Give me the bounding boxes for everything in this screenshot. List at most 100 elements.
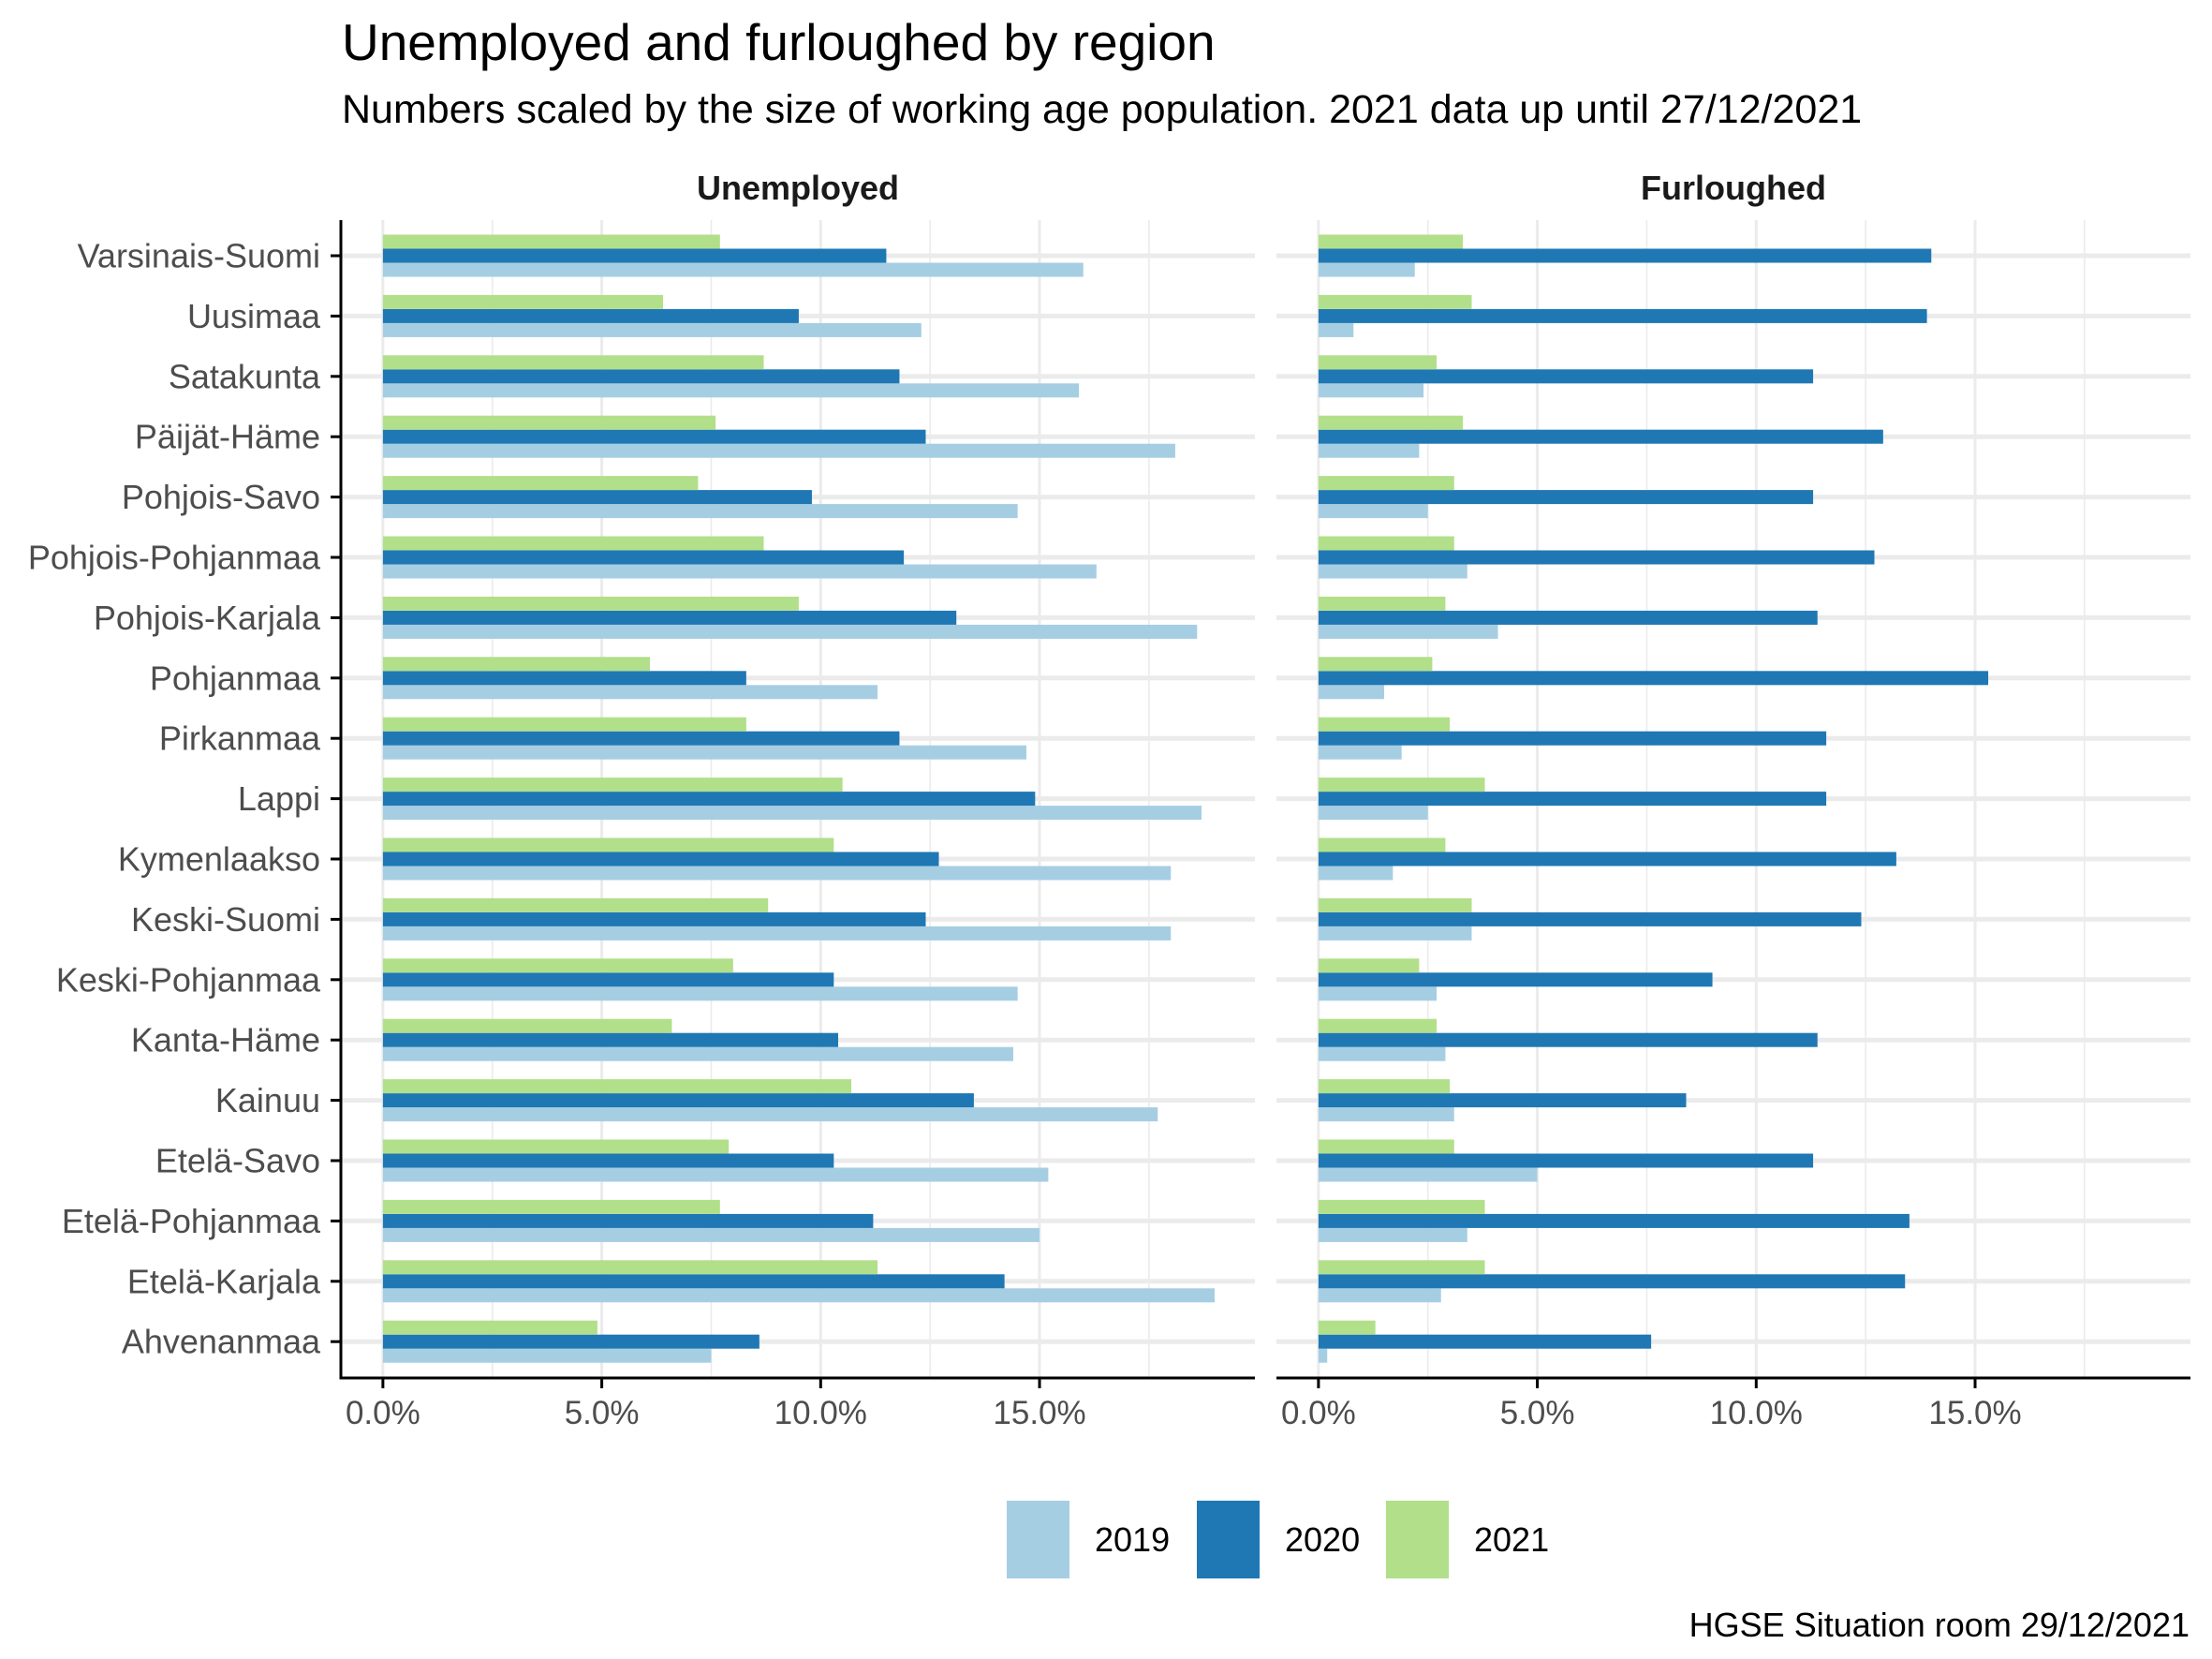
bar-2019-Ahvenanmaa	[1318, 1348, 1328, 1363]
y-tick-label: Kainuu	[215, 1081, 320, 1119]
bar-2019-Päijät-Häme	[382, 443, 1175, 458]
bar-2021-Etelä-Savo	[382, 1139, 730, 1154]
bar-2019-Varsinais-Suomi	[382, 262, 1084, 277]
legend-key	[1386, 1501, 1449, 1578]
y-tick-label: Etelä-Savo	[155, 1142, 320, 1180]
bar-2019-Kainuu	[1318, 1107, 1454, 1122]
panels: Unemployed 0.0% 5.0% 10.0% 15.0% Varsinais-Su…	[28, 169, 2190, 1431]
bar-2021-Päijät-Häme	[1318, 415, 1464, 430]
bar-2021-Ahvenanmaa	[382, 1320, 597, 1335]
bar-2021-Pohjois-Karjala	[1318, 596, 1446, 611]
bar-2020-Satakunta	[1318, 369, 1814, 384]
x-tick-label: 5.0%	[1500, 1395, 1575, 1431]
bar-2021-Kanta-Häme	[382, 1018, 672, 1033]
bar-2019-Lappi	[382, 806, 1202, 821]
bar-2020-Kymenlaakso	[1318, 852, 1896, 867]
bar-2021-Etelä-Pohjanmaa	[1318, 1199, 1485, 1214]
bar-2019-Ahvenanmaa	[382, 1348, 712, 1363]
y-tick-label: Pohjanmaa	[150, 659, 321, 697]
bar-2020-Keski-Suomi	[1318, 911, 1862, 926]
bar-2020-Etelä-Savo	[1318, 1153, 1814, 1168]
bar-2019-Kymenlaakso	[382, 866, 1172, 881]
y-tick-label: Keski-Pohjanmaa	[56, 960, 321, 999]
y-tick-label: Kanta-Häme	[131, 1021, 320, 1059]
y-tick-label: Ahvenanmaa	[122, 1323, 321, 1361]
bar-2021-Lappi	[1318, 778, 1485, 792]
bar-2020-Kanta-Häme	[382, 1032, 839, 1047]
bar-2020-Pohjois-Pohjanmaa	[382, 550, 905, 565]
bar-2021-Etelä-Savo	[1318, 1139, 1454, 1154]
bar-2021-Varsinais-Suomi	[382, 234, 720, 249]
bar-2019-Etelä-Karjala	[1318, 1288, 1441, 1303]
bar-2019-Etelä-Pohjanmaa	[382, 1227, 1040, 1242]
y-tick-label: Päijät-Häme	[135, 418, 320, 456]
bar-2021-Ahvenanmaa	[1318, 1320, 1376, 1335]
legend-label: 2021	[1474, 1520, 1549, 1559]
bar-2019-Kymenlaakso	[1318, 866, 1394, 881]
bar-2019-Pohjois-Savo	[382, 504, 1018, 519]
bar-2021-Pirkanmaa	[1318, 717, 1451, 732]
bar-2020-Pohjanmaa	[382, 671, 746, 686]
bar-2019-Keski-Suomi	[1318, 926, 1472, 941]
bar-2021-Keski-Pohjanmaa	[382, 958, 733, 973]
bar-2019-Uusimaa	[1318, 322, 1354, 337]
y-tick-label: Pohjois-Pohjanmaa	[28, 539, 321, 577]
bar-2019-Pohjois-Pohjanmaa	[1318, 564, 1467, 579]
bar-2020-Etelä-Savo	[382, 1153, 834, 1168]
bar-2020-Lappi	[382, 792, 1036, 807]
x-tick-label: 15.0%	[1928, 1395, 2021, 1431]
bar-2021-Pohjois-Karjala	[382, 596, 799, 611]
bar-2020-Kymenlaakso	[382, 852, 939, 867]
bar-2020-Pohjois-Savo	[1318, 490, 1814, 505]
bar-2019-Pohjanmaa	[382, 685, 878, 700]
bar-2019-Kainuu	[382, 1107, 1158, 1122]
bar-2021-Kainuu	[1318, 1079, 1451, 1094]
y-tick-label: Pohjois-Karjala	[94, 599, 321, 637]
bar-2021-Pirkanmaa	[382, 717, 746, 732]
bar-2020-Päijät-Häme	[382, 429, 926, 444]
bar-2020-Keski-Pohjanmaa	[382, 972, 834, 987]
bar-2021-Pohjois-Savo	[1318, 476, 1454, 491]
bar-2019-Satakunta	[1318, 383, 1424, 398]
bar-2019-Lappi	[1318, 806, 1428, 821]
legend-item-2019: 2019	[1007, 1501, 1170, 1578]
bar-2021-Etelä-Karjala	[382, 1260, 878, 1275]
bar-2019-Pohjois-Pohjanmaa	[382, 564, 1097, 579]
x-tick-label: 15.0%	[993, 1395, 1085, 1431]
bar-2019-Pohjois-Karjala	[1318, 624, 1498, 639]
bar-2021-Satakunta	[382, 355, 764, 370]
bar-2021-Pohjanmaa	[1318, 657, 1433, 672]
bar-2019-Pirkanmaa	[1318, 745, 1402, 760]
bar-2020-Etelä-Karjala	[382, 1274, 1005, 1289]
bar-2021-Pohjois-Pohjanmaa	[382, 536, 764, 551]
legend-label: 2020	[1285, 1520, 1360, 1559]
bar-2020-Etelä-Pohjanmaa	[1318, 1213, 1910, 1228]
bar-2021-Uusimaa	[382, 294, 664, 309]
bar-2020-Uusimaa	[382, 308, 799, 323]
bar-2020-Pirkanmaa	[1318, 731, 1827, 746]
bar-2021-Päijät-Häme	[382, 415, 716, 430]
bar-2020-Varsinais-Suomi	[382, 248, 887, 263]
bar-2019-Satakunta	[382, 383, 1080, 398]
bar-2020-Etelä-Karjala	[1318, 1274, 1906, 1289]
bar-2021-Etelä-Karjala	[1318, 1260, 1485, 1275]
y-tick-label: Pohjois-Savo	[122, 478, 320, 516]
legend-item-2021: 2021	[1386, 1501, 1549, 1578]
bar-2021-Uusimaa	[1318, 294, 1472, 309]
bar-2020-Päijät-Häme	[1318, 429, 1883, 444]
bar-2020-Pirkanmaa	[382, 731, 900, 746]
y-tick-label: Etelä-Pohjanmaa	[62, 1202, 321, 1240]
panel-strip-label: Furloughed	[1641, 169, 1826, 207]
bar-2019-Kanta-Häme	[382, 1046, 1013, 1061]
y-tick-label: Keski-Suomi	[131, 900, 320, 939]
bar-2019-Kanta-Häme	[1318, 1046, 1446, 1061]
bar-2020-Lappi	[1318, 792, 1827, 807]
bar-2020-Pohjanmaa	[1318, 671, 1989, 686]
bar-2021-Kymenlaakso	[382, 837, 834, 852]
bar-2019-Pohjois-Karjala	[382, 624, 1198, 639]
legend-key	[1197, 1501, 1260, 1578]
y-tick-label: Pirkanmaa	[159, 719, 321, 758]
bar-2019-Pohjois-Savo	[1318, 504, 1428, 519]
y-tick-label: Lappi	[238, 779, 320, 818]
panel-strip-label: Unemployed	[697, 169, 899, 207]
